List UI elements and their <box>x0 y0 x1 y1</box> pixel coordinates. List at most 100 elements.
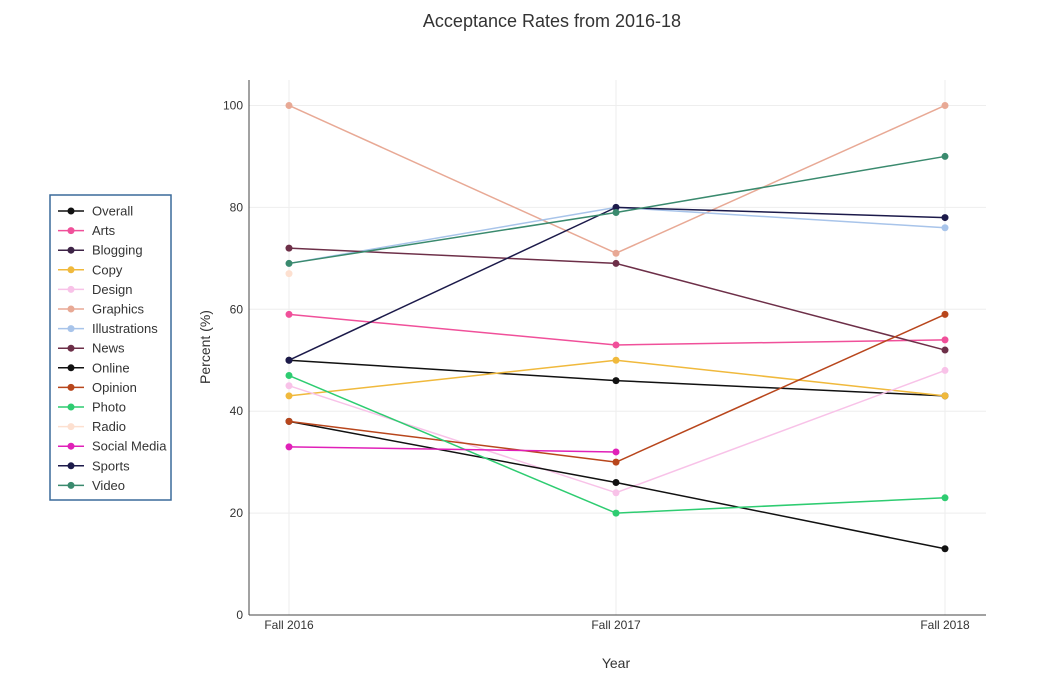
legend-swatch-marker <box>67 325 75 333</box>
y-axis-title: Percent (%) <box>197 310 213 384</box>
legend-item-design[interactable]: Design <box>58 282 132 297</box>
data-point-arts[interactable] <box>285 310 293 318</box>
series-arts <box>285 310 949 349</box>
series-graphics <box>285 101 949 257</box>
x-tick-label: Fall 2016 <box>264 618 314 632</box>
series-line-opinion <box>615 313 946 463</box>
data-point-sports[interactable] <box>285 356 293 364</box>
grid <box>249 80 986 615</box>
legend-label: Video <box>92 478 125 493</box>
legend-swatch-marker <box>67 305 75 313</box>
data-point-photo[interactable] <box>941 494 949 502</box>
legend-swatch-marker <box>67 266 75 274</box>
data-point-video[interactable] <box>941 152 949 160</box>
series-opinion <box>285 310 949 466</box>
data-point-arts[interactable] <box>612 341 620 349</box>
data-point-design[interactable] <box>285 382 293 390</box>
legend-swatch-marker <box>67 364 75 372</box>
data-point-online[interactable] <box>612 479 620 487</box>
x-axis-title: Year <box>602 655 631 671</box>
y-tick-label: 60 <box>230 302 244 316</box>
y-tick-label: 0 <box>236 608 243 622</box>
legend-label: Social Media <box>92 439 167 454</box>
data-point-sports[interactable] <box>612 203 620 211</box>
y-tick-label: 40 <box>230 404 244 418</box>
data-point-design[interactable] <box>941 366 949 374</box>
data-point-design[interactable] <box>612 489 620 497</box>
data-point-video[interactable] <box>612 208 620 216</box>
series-line-photo <box>615 497 946 514</box>
data-point-video[interactable] <box>285 259 293 267</box>
legend-item-overall[interactable]: Overall <box>58 204 133 219</box>
series-line-sports <box>615 206 946 219</box>
series-line-graphics <box>288 104 617 254</box>
legend-swatch-marker <box>67 344 75 352</box>
legend-item-social-media[interactable]: Social Media <box>58 439 167 454</box>
data-point-copy[interactable] <box>285 392 293 400</box>
legend-label: Arts <box>92 223 116 238</box>
data-point-photo[interactable] <box>612 509 620 517</box>
legend-item-radio[interactable]: Radio <box>58 419 126 434</box>
data-point-social-media[interactable] <box>285 443 293 451</box>
series-line-illustrations <box>288 206 617 265</box>
series-line-opinion <box>288 420 617 463</box>
legend-label: Opinion <box>92 380 137 395</box>
data-point-graphics[interactable] <box>285 101 293 109</box>
data-point-opinion[interactable] <box>941 310 949 318</box>
data-point-illustrations[interactable] <box>941 224 949 232</box>
legend-item-opinion[interactable]: Opinion <box>58 380 137 395</box>
data-point-opinion[interactable] <box>612 458 620 466</box>
tick-labels: 0 20 40 60 80 100 Fall 2016 Fall 2017 Fall 2018 <box>223 98 970 632</box>
legend-item-copy[interactable]: Copy <box>58 262 123 277</box>
legend-item-online[interactable]: Online <box>58 360 130 375</box>
data-point-overall[interactable] <box>612 377 620 385</box>
series-line-photo <box>288 374 617 514</box>
legend-swatch-marker <box>67 207 75 215</box>
legend-item-news[interactable]: News <box>58 341 125 356</box>
series-line-online <box>615 481 946 550</box>
legend-swatch-marker <box>67 403 75 411</box>
series-line-copy <box>288 359 617 397</box>
legend-label: Copy <box>92 262 123 277</box>
data-point-online[interactable] <box>941 545 949 553</box>
legend-swatch-marker <box>67 246 75 254</box>
data-point-radio[interactable] <box>285 270 293 278</box>
legend-item-arts[interactable]: Arts <box>58 223 116 238</box>
series-radio <box>285 270 293 278</box>
data-point-social-media[interactable] <box>612 448 620 456</box>
data-point-copy[interactable] <box>941 392 949 400</box>
data-point-news[interactable] <box>285 244 293 252</box>
series-line-illustrations <box>615 206 946 229</box>
y-tick-label: 80 <box>230 200 244 214</box>
legend-item-video[interactable]: Video <box>58 478 125 493</box>
legend-item-illustrations[interactable]: Illustrations <box>58 321 158 336</box>
legend-item-sports[interactable]: Sports <box>58 458 130 473</box>
data-point-graphics[interactable] <box>612 249 620 257</box>
legend: Overall Arts Blogging Copy Design Graphics Ill… <box>49 194 172 501</box>
data-point-news[interactable] <box>612 259 620 267</box>
data-point-arts[interactable] <box>941 336 949 344</box>
x-tick-label: Fall 2017 <box>591 618 641 632</box>
data-point-photo[interactable] <box>285 372 293 380</box>
legend-swatch-marker <box>67 481 75 489</box>
data-point-news[interactable] <box>941 346 949 354</box>
series-sports <box>285 203 949 364</box>
series-line-arts <box>615 339 946 346</box>
series-line-news <box>615 262 946 351</box>
legend-label: Design <box>92 282 132 297</box>
series-group <box>285 101 949 553</box>
data-point-graphics[interactable] <box>941 101 949 109</box>
series-line-copy <box>615 359 946 397</box>
data-point-opinion[interactable] <box>285 417 293 425</box>
legend-item-blogging[interactable]: Blogging <box>58 243 143 258</box>
series-line-graphics <box>615 104 946 254</box>
legend-item-photo[interactable]: Photo <box>58 400 126 415</box>
series-news <box>285 244 949 354</box>
axes <box>248 80 986 616</box>
series-online <box>285 417 949 553</box>
legend-item-graphics[interactable]: Graphics <box>58 302 145 317</box>
x-tick-label: Fall 2018 <box>920 618 970 632</box>
data-point-copy[interactable] <box>612 356 620 364</box>
series-line-arts <box>288 313 617 346</box>
data-point-sports[interactable] <box>941 214 949 222</box>
